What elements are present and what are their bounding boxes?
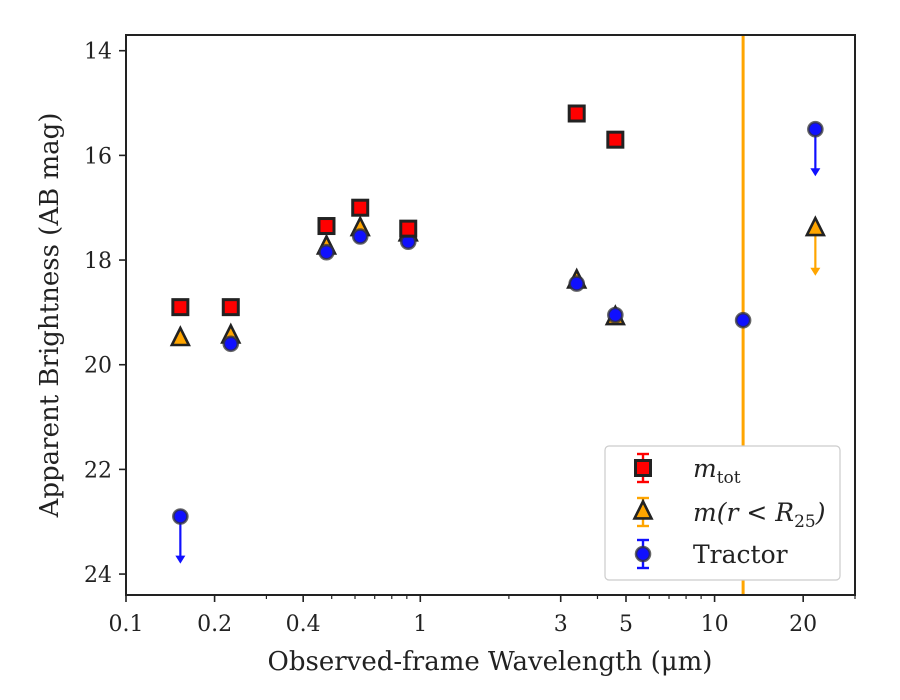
circle-point (318, 243, 335, 261)
circle-point (568, 275, 586, 292)
circle-upper-limit-arrow-head (810, 168, 821, 177)
circle-upper-limit-arrow-head (175, 555, 186, 564)
x-tick-label: 1 (413, 612, 427, 637)
square-point (606, 130, 625, 149)
x-tick-label: 5 (619, 612, 633, 637)
x-tick-label: 0.4 (286, 612, 321, 637)
circle-point (172, 508, 189, 525)
square-point (567, 104, 586, 123)
legend-marker-triangle (632, 498, 654, 520)
square-point (171, 298, 190, 317)
circle-point (807, 120, 824, 138)
x-tick-label: 20 (789, 612, 817, 637)
x-axis-title: Observed-frame Wavelength (μm) (268, 647, 713, 677)
circle-point (351, 228, 369, 245)
square-point (221, 298, 240, 317)
x-axis-ticks: 0.1 0.2 0.4 1 3 5 10 20 (109, 595, 856, 637)
triangle-point (804, 215, 826, 237)
chart-marks (169, 104, 826, 564)
legend: mtot m(r < R25) Tractor (604, 445, 841, 581)
legend-box (604, 445, 841, 581)
y-axis-ticks: 14 16 18 20 22 24 (84, 40, 126, 588)
y-tick-label: 20 (84, 354, 112, 379)
x-tick-label: 3 (554, 612, 568, 637)
y-tick-label: 18 (84, 249, 112, 274)
plot-frame (125, 34, 856, 596)
triangle-point (169, 325, 191, 347)
triangle-upper-limit-arrow-head (810, 267, 821, 276)
legend-label: mtot (693, 454, 741, 488)
circle-point (607, 306, 624, 324)
legend-label: Tractor (693, 540, 788, 569)
y-tick-label: 24 (84, 563, 112, 588)
legend-marker-square (634, 459, 652, 477)
square-point (317, 217, 336, 236)
square-point (399, 219, 418, 238)
series-circle (172, 120, 824, 564)
y-axis-title: Apparent Brightness (AB mag) (35, 113, 65, 519)
square-point (351, 198, 370, 217)
circle-point (734, 311, 752, 329)
series-square (171, 104, 625, 317)
legend-marker-circle (634, 545, 652, 563)
y-tick-label: 16 (84, 144, 112, 169)
x-tick-label: 0.1 (109, 612, 144, 637)
legend-label: m(r < R25) (693, 498, 825, 532)
x-tick-label: 0.2 (197, 612, 232, 637)
circle-point (222, 335, 240, 353)
x-tick-label: 10 (701, 612, 729, 637)
y-tick-label: 14 (84, 40, 112, 65)
y-tick-label: 22 (84, 458, 112, 483)
